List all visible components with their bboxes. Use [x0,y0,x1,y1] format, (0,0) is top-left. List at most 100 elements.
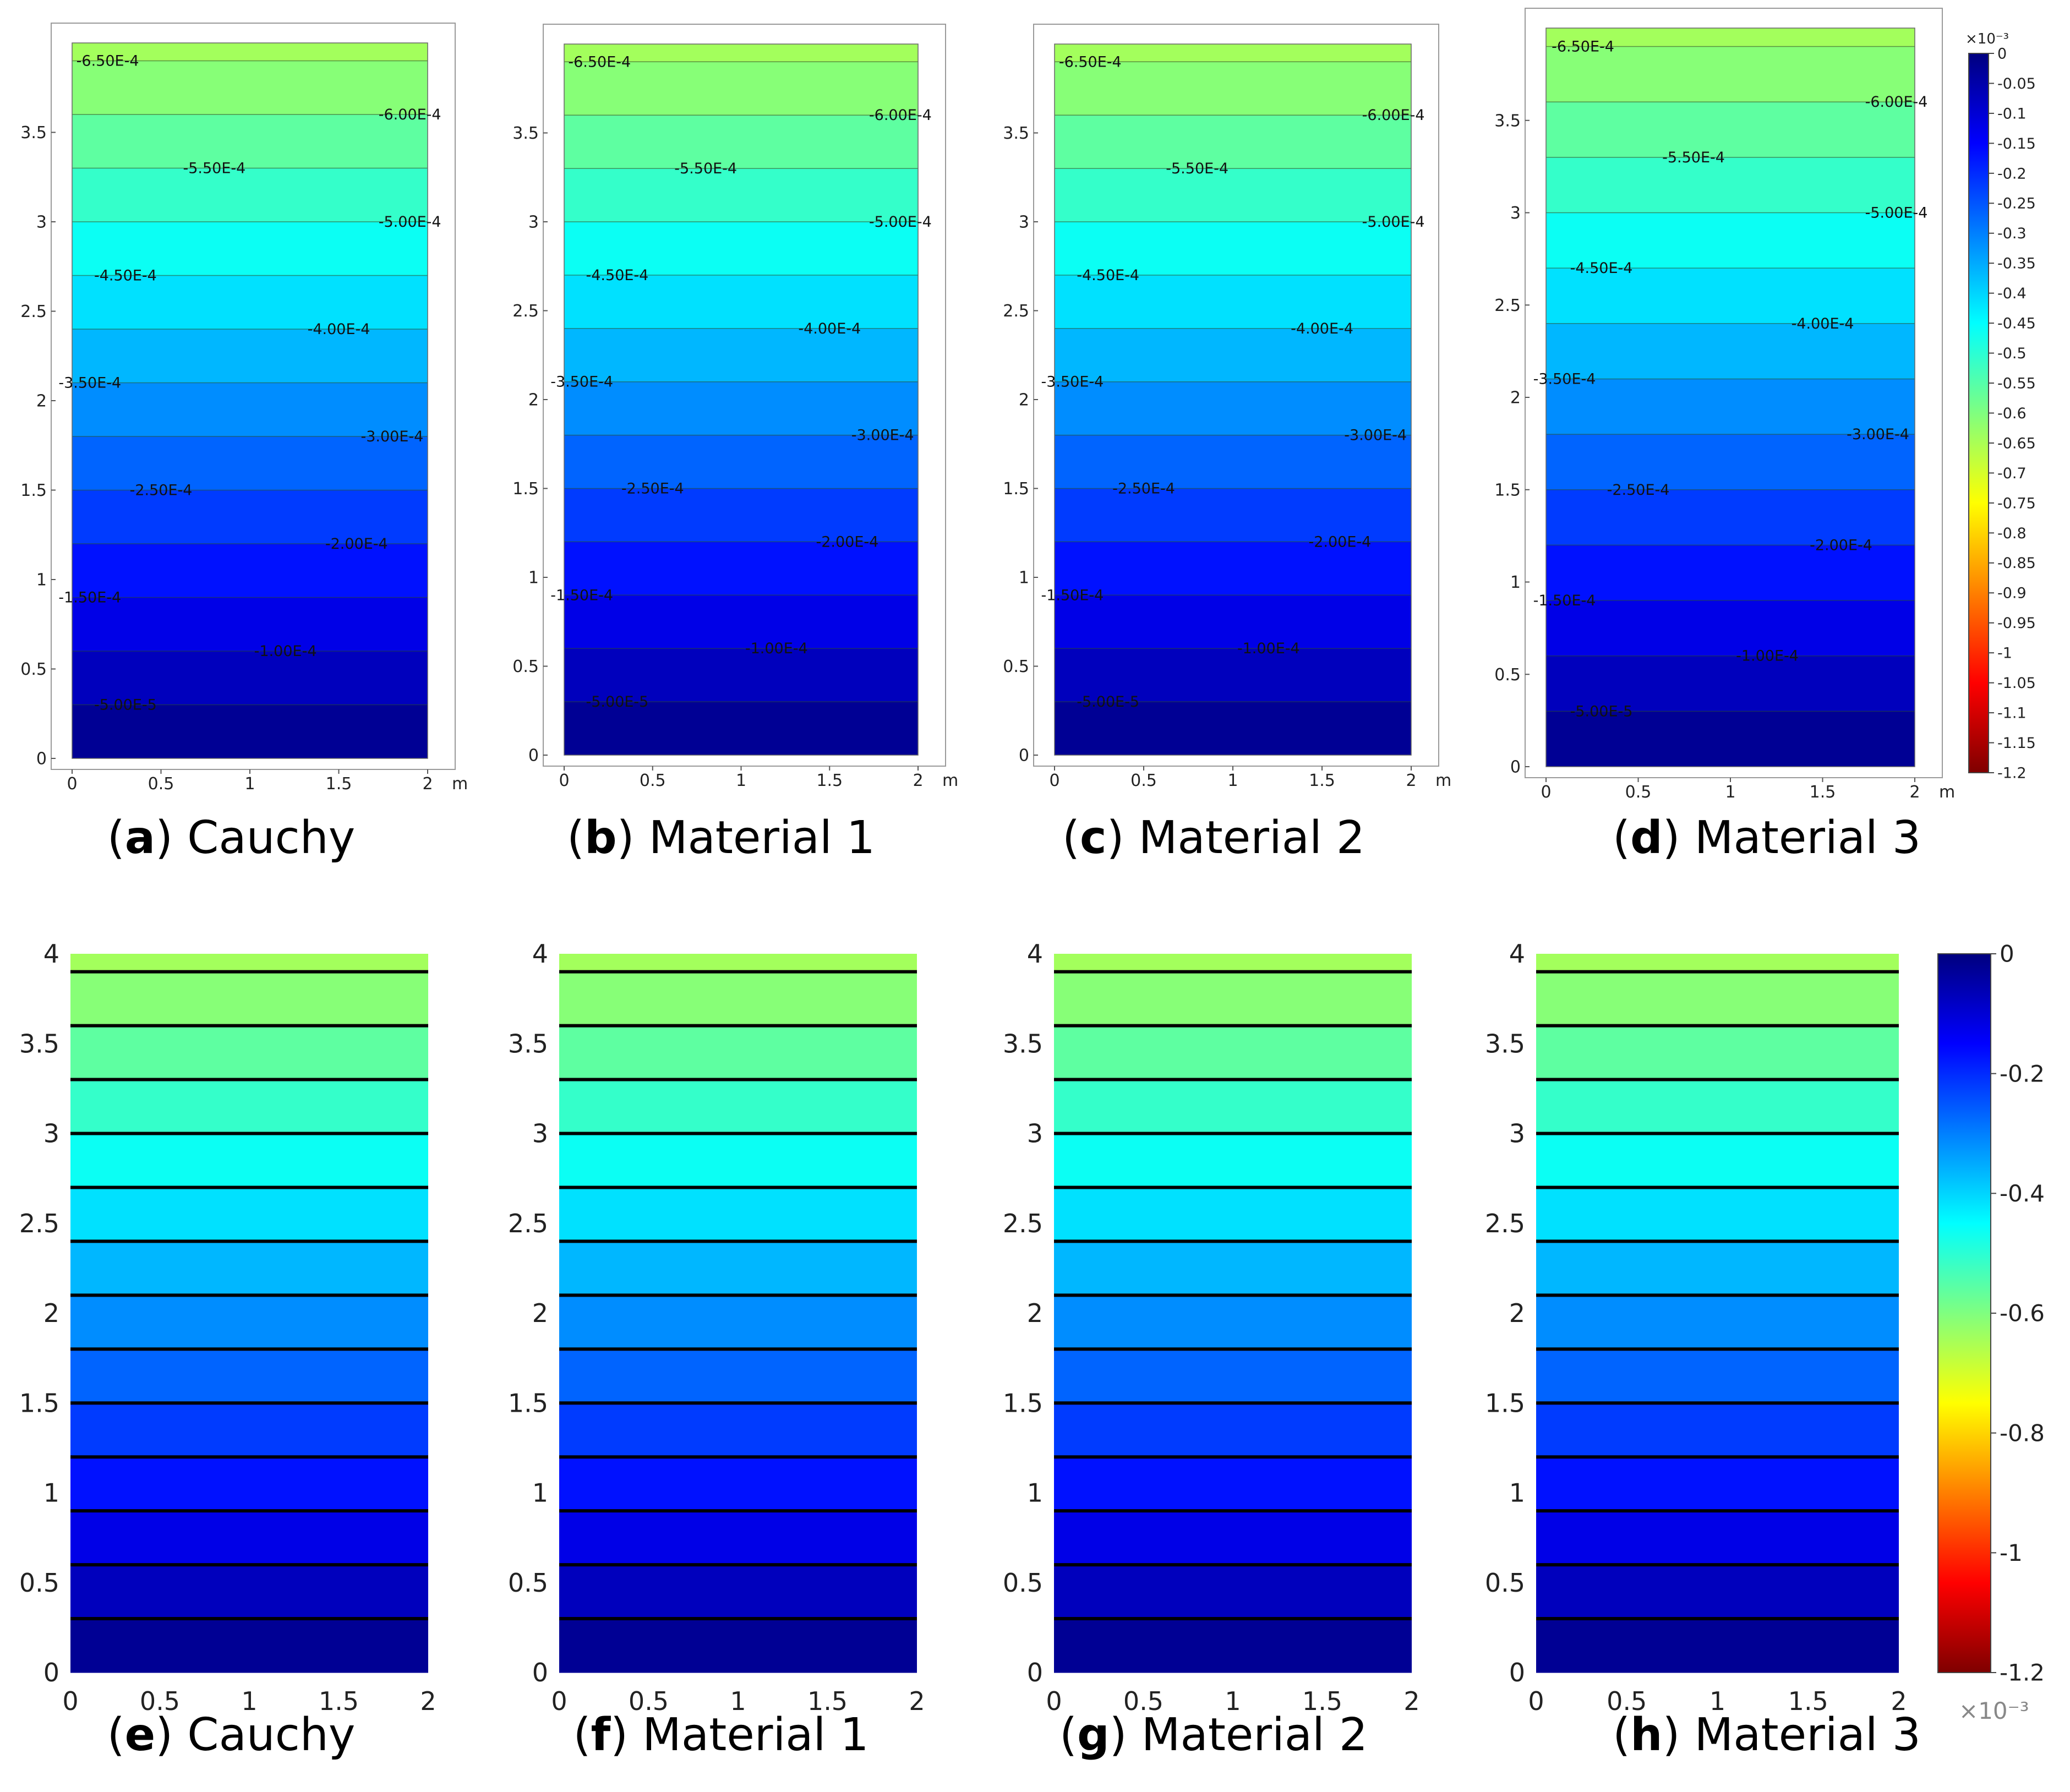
x-unit-label: m [1939,783,1955,802]
contour-label: -1.50E-4 [550,587,613,604]
y-tick-label: 0 [1027,1658,1043,1687]
field-band [559,1511,917,1565]
y-tick-label: 3.5 [508,1029,548,1058]
field-band [1054,954,1412,973]
field-band [564,168,918,222]
colorbar-tick-label: -1.2 [2000,1659,2045,1686]
field-band [1536,1403,1899,1457]
y-tick-label: 2.5 [508,1209,548,1238]
y-tick-label: 3 [43,1119,59,1149]
field-band [72,275,428,330]
field-band [564,381,918,436]
field-band [1055,595,1411,649]
field-band [70,971,428,1026]
contour-label: -5.00E-5 [1570,703,1633,720]
field-band [70,954,428,973]
plot-border [1545,28,1915,767]
y-tick-label: 1.5 [1003,479,1029,499]
field-band [72,43,428,61]
caption-letter: b [585,812,617,864]
field-band [72,383,428,437]
caption-text: ) Material 3 [1662,1709,1920,1761]
y-tick-label: 0.5 [508,1568,548,1598]
plot-border [1054,43,1412,756]
caption-paren: ( [1613,1709,1630,1761]
caption: (h) Material 3 [1613,1709,1921,1761]
field-band [1055,168,1411,222]
x-tick-label: 0.5 [148,774,174,794]
colorbar-tick-label: -0.4 [1997,285,2027,302]
field-band [1054,1025,1412,1080]
field-band [1536,1511,1899,1565]
panel-g: 0 0.5 1 1.5 2 0 0.5 1 1.5 2 2.5 3 3.5 4 (g) Material 2 [1003,939,1420,1761]
y-tick-label: 2.5 [19,1209,59,1238]
contour-label: -4.00E-4 [798,320,861,337]
y-tick-label: 0 [1510,758,1521,777]
field-band [1546,489,1915,545]
caption: (c) Material 2 [1062,812,1365,864]
x-tick-label: 2 [1909,783,1920,802]
colorbar-tick-label: -0.3 [1997,225,2027,242]
field-band [564,44,918,62]
y-tick-label: 1.5 [508,1388,548,1418]
colorbar-gradient [1937,953,1991,1673]
contour-label: -1.50E-4 [1533,592,1596,609]
axes-frame [1033,24,1439,767]
x-tick-label: 2 [913,771,923,790]
x-tick-label: 1 [1227,771,1238,790]
contour-label: -2.00E-4 [1810,537,1872,554]
field-band [564,115,918,169]
x-tick-label: 1 [1709,1686,1725,1716]
field-band [1536,1025,1899,1080]
y-tick-label: 0.5 [1003,1568,1043,1598]
caption: (a) Cauchy [107,812,355,864]
x-tick-label: 0.5 [140,1686,180,1716]
colorbar-tick-label: -0.4 [2000,1180,2045,1207]
y-tick-label: 1.5 [1494,480,1521,500]
x-tick-label: 2 [422,774,433,794]
x-tick-label: 2 [1891,1686,1907,1716]
x-tick-label: 0 [551,1686,567,1716]
field-band [1054,1565,1412,1619]
contour-label: -4.00E-4 [308,321,370,338]
caption: (e) Cauchy [107,1709,356,1761]
contour-label: -6.50E-4 [1552,39,1614,56]
x-tick-label: 0.5 [1123,1686,1164,1716]
y-tick-label: 2 [36,392,47,411]
colorbar-tick-label: -1.1 [1997,705,2027,722]
caption-letter: a [125,812,155,864]
field-band [564,222,918,276]
field-band [70,1295,428,1350]
field-band [1054,1349,1412,1403]
caption-letter: h [1630,1709,1662,1761]
field-band [1054,1079,1412,1134]
field-band [1055,542,1411,595]
y-tick-label: 1.5 [1003,1388,1043,1418]
y-tick-label: 2.5 [1003,302,1029,321]
caption: (g) Material 2 [1059,1709,1368,1761]
contour-label: -6.00E-4 [379,106,441,123]
y-tick-label: 2.5 [1003,1209,1043,1238]
colorbar-tick-label: -0.15 [1997,135,2036,152]
contour-label: -3.00E-4 [1847,426,1909,443]
x-tick-label: 0 [1049,771,1059,790]
x-tick-label: 1 [241,1686,257,1716]
y-tick-label: 1 [1510,573,1521,592]
colorbar-tick-label: -0.85 [1997,555,2036,572]
contour-label: -5.00E-4 [1865,205,1928,222]
field-band [559,1079,917,1134]
y-tick-label: 3 [532,1119,548,1149]
y-tick-label: 2 [43,1298,59,1328]
contour-label: -6.50E-4 [568,53,631,70]
colorbar-tick-label: 0 [1997,45,2007,62]
field-band [72,222,428,276]
caption: (d) Material 3 [1613,812,1921,864]
x-tick-label: 1 [736,771,746,790]
field-band [72,436,428,490]
caption: (b) Material 1 [567,812,875,864]
x-tick-label: 0 [62,1686,78,1716]
x-tick-label: 1 [730,1686,746,1716]
x-tick-label: 0.5 [640,771,666,790]
x-tick-label: 2 [1403,1686,1419,1716]
